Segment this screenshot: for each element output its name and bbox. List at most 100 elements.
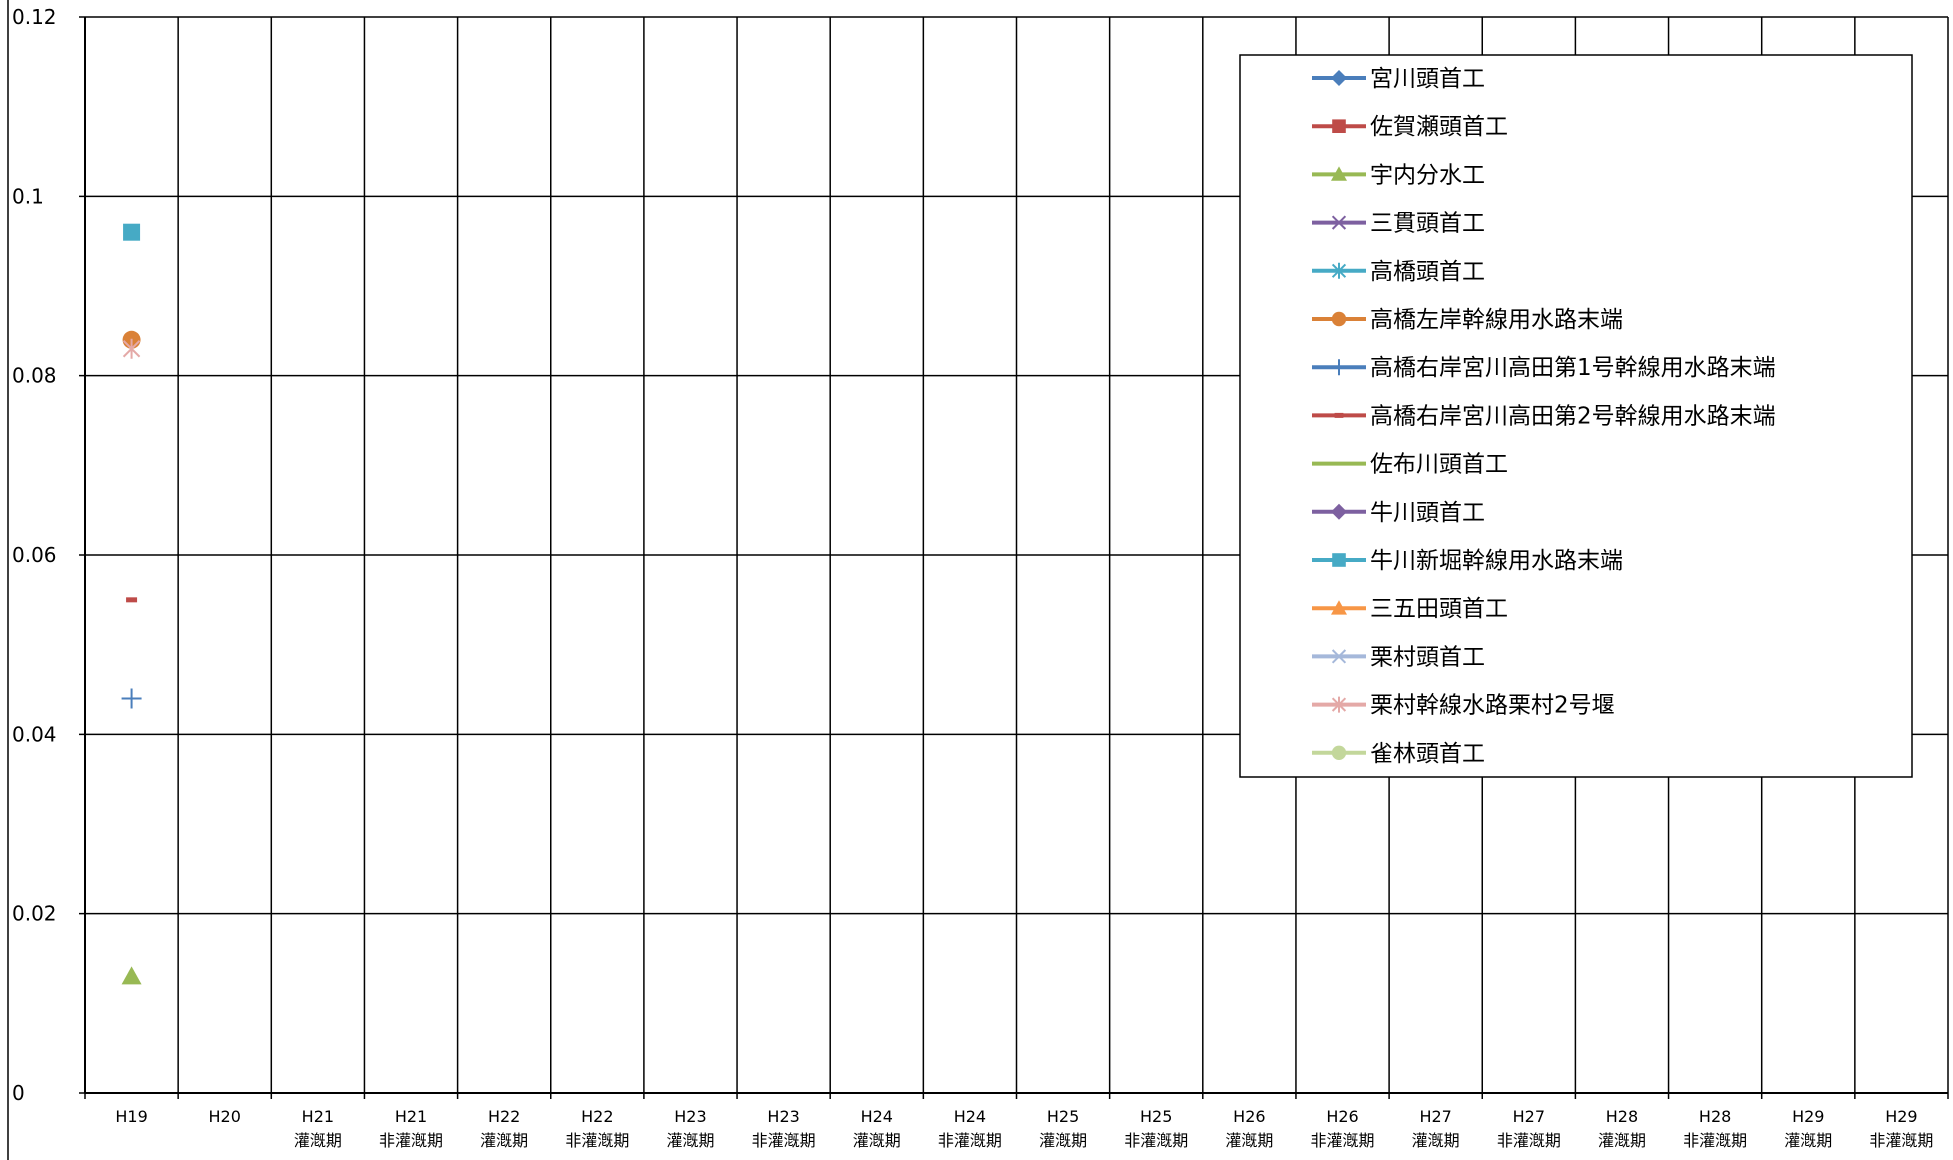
legend-label: 栗村幹線水路栗村2号堰 xyxy=(1370,693,1615,719)
legend-item: 雀林頭首工 xyxy=(1312,741,1485,767)
legend-item: 栗村幹線水路栗村2号堰 xyxy=(1312,693,1615,719)
x-tick-label: H25 xyxy=(1047,1107,1079,1126)
x-tick-label: 灌漑期 xyxy=(1412,1131,1460,1150)
y-tick-label: 0.1 xyxy=(12,184,44,208)
y-tick-label: 0 xyxy=(12,1081,25,1105)
legend-marker xyxy=(1331,503,1347,520)
data-point-2 xyxy=(126,597,138,603)
legend-marker xyxy=(1331,745,1347,760)
legend-item: 栗村頭首工 xyxy=(1312,644,1485,670)
x-tick-label: H24 xyxy=(954,1107,986,1126)
legend-marker xyxy=(1331,600,1347,615)
legend-marker xyxy=(1331,649,1347,664)
legend-label: 佐布川頭首工 xyxy=(1370,452,1508,478)
legend-marker-shape xyxy=(1331,311,1347,327)
legend-marker-shape xyxy=(1334,412,1344,418)
data-points xyxy=(121,223,142,985)
legend-marker-shape xyxy=(1331,166,1347,181)
data-point-11-shape xyxy=(123,223,141,241)
y-tick-label: 0.06 xyxy=(12,543,57,567)
x-tick-label: H20 xyxy=(209,1107,241,1126)
legend-label: 高橋左岸幹線用水路末端 xyxy=(1370,307,1623,333)
x-tick-label: 灌漑期 xyxy=(666,1131,714,1150)
data-point-14-shape xyxy=(122,338,141,359)
legend-marker xyxy=(1331,359,1347,376)
x-tick-label: H27 xyxy=(1419,1107,1451,1126)
legend-marker xyxy=(1331,262,1347,279)
legend-label: 栗村頭首工 xyxy=(1370,644,1485,670)
x-tick-label: 灌漑期 xyxy=(853,1131,901,1150)
data-point-7 xyxy=(121,688,142,709)
x-tick-label: 灌漑期 xyxy=(294,1131,342,1150)
x-axis-tick-labels: H19 H20 H21 灌漑期 H21 非灌漑期 H22 灌漑期 H22 非灌漑期 H23 灌漑期 H2… xyxy=(115,1107,1933,1150)
x-tick-label: H24 xyxy=(861,1107,893,1126)
legend-item: 宮川頭首工 xyxy=(1312,66,1485,92)
legend-marker-shape xyxy=(1331,600,1347,615)
legend-label: 三貫頭首工 xyxy=(1370,211,1485,237)
x-tick-label: H22 xyxy=(488,1107,520,1126)
x-tick-label: H26 xyxy=(1233,1107,1265,1126)
x-tick-label: 非灌漑期 xyxy=(1869,1131,1933,1150)
legend-marker-shape xyxy=(1331,696,1347,713)
legend-item: 三貫頭首工 xyxy=(1312,211,1485,237)
y-tick-label: 0.02 xyxy=(12,902,57,926)
x-tick-label: H28 xyxy=(1699,1107,1731,1126)
x-tick-label: H23 xyxy=(674,1107,706,1126)
legend-marker-shape xyxy=(1332,119,1346,133)
legend-marker-shape xyxy=(1331,359,1347,376)
legend-marker-shape xyxy=(1332,553,1346,567)
y-tick-label: 0.08 xyxy=(12,364,57,388)
y-axis-tick-labels: 0 0.02 0.04 0.06 0.08 0.1 0.12 xyxy=(12,5,57,1105)
x-tick-label: H21 xyxy=(302,1107,334,1126)
x-tick-label: 灌漑期 xyxy=(1225,1131,1273,1150)
x-tick-label: H28 xyxy=(1606,1107,1638,1126)
legend-marker xyxy=(1332,119,1346,133)
legend-label: 高橋右岸宮川高田第1号幹線用水路末端 xyxy=(1370,355,1776,381)
legend-item: 高橋右岸宮川高田第1号幹線用水路末端 xyxy=(1312,355,1776,381)
x-tick-label: 非灌漑期 xyxy=(379,1131,443,1150)
legend-label: 雀林頭首工 xyxy=(1370,741,1485,767)
legend-marker-shape xyxy=(1331,745,1347,760)
x-tick-label: H19 xyxy=(115,1107,147,1126)
legend-label: 牛川新堀幹線用水路末端 xyxy=(1370,548,1623,574)
legend-label: 牛川頭首工 xyxy=(1370,500,1485,526)
x-tick-label: 非灌漑期 xyxy=(1311,1131,1375,1150)
data-point-3-shape xyxy=(121,966,142,985)
legend-item: 佐賀瀬頭首工 xyxy=(1312,114,1508,140)
y-tick-label: 0.12 xyxy=(12,5,57,29)
legend-label: 高橋右岸宮川高田第2号幹線用水路末端 xyxy=(1370,403,1776,429)
legend-item: 三五田頭首工 xyxy=(1312,596,1508,622)
legend-marker xyxy=(1334,412,1344,418)
data-point-2-shape xyxy=(126,597,138,603)
legend-marker xyxy=(1331,70,1347,86)
legend-marker xyxy=(1331,215,1347,230)
legend-item: 佐布川頭首工 xyxy=(1312,452,1508,478)
data-point-3 xyxy=(121,966,142,985)
data-point-14 xyxy=(122,338,141,359)
legend-marker xyxy=(1332,553,1346,567)
legend-item: 高橋頭首工 xyxy=(1312,259,1485,285)
x-tick-label: H29 xyxy=(1792,1107,1824,1126)
legend-marker-shape xyxy=(1331,503,1347,520)
legend-item: 宇内分水工 xyxy=(1312,162,1485,188)
legend-label: 三五田頭首工 xyxy=(1370,596,1508,622)
x-tick-label: 非灌漑期 xyxy=(752,1131,816,1150)
x-tick-label: H27 xyxy=(1513,1107,1545,1126)
axes xyxy=(7,0,1948,1160)
legend-item: 高橋左岸幹線用水路末端 xyxy=(1312,307,1623,333)
legend-marker-shape xyxy=(1331,649,1347,664)
data-point-11 xyxy=(123,223,141,241)
legend-label: 高橋頭首工 xyxy=(1370,259,1485,285)
x-tick-label: 灌漑期 xyxy=(1039,1131,1087,1150)
x-tick-label: 灌漑期 xyxy=(1784,1131,1832,1150)
y-tick-label: 0.04 xyxy=(12,722,57,746)
x-tick-label: H26 xyxy=(1326,1107,1358,1126)
legend: 宮川頭首工佐賀瀬頭首工宇内分水工三貫頭首工高橋頭首工高橋左岸幹線用水路末端高橋右… xyxy=(1239,54,1913,778)
legend-item: 牛川新堀幹線用水路末端 xyxy=(1312,548,1623,574)
legend-marker xyxy=(1331,696,1347,713)
x-tick-label: H21 xyxy=(395,1107,427,1126)
x-tick-label: H29 xyxy=(1885,1107,1917,1126)
x-tick-label: 非灌漑期 xyxy=(1497,1131,1561,1150)
x-tick-label: 非灌漑期 xyxy=(938,1131,1002,1150)
